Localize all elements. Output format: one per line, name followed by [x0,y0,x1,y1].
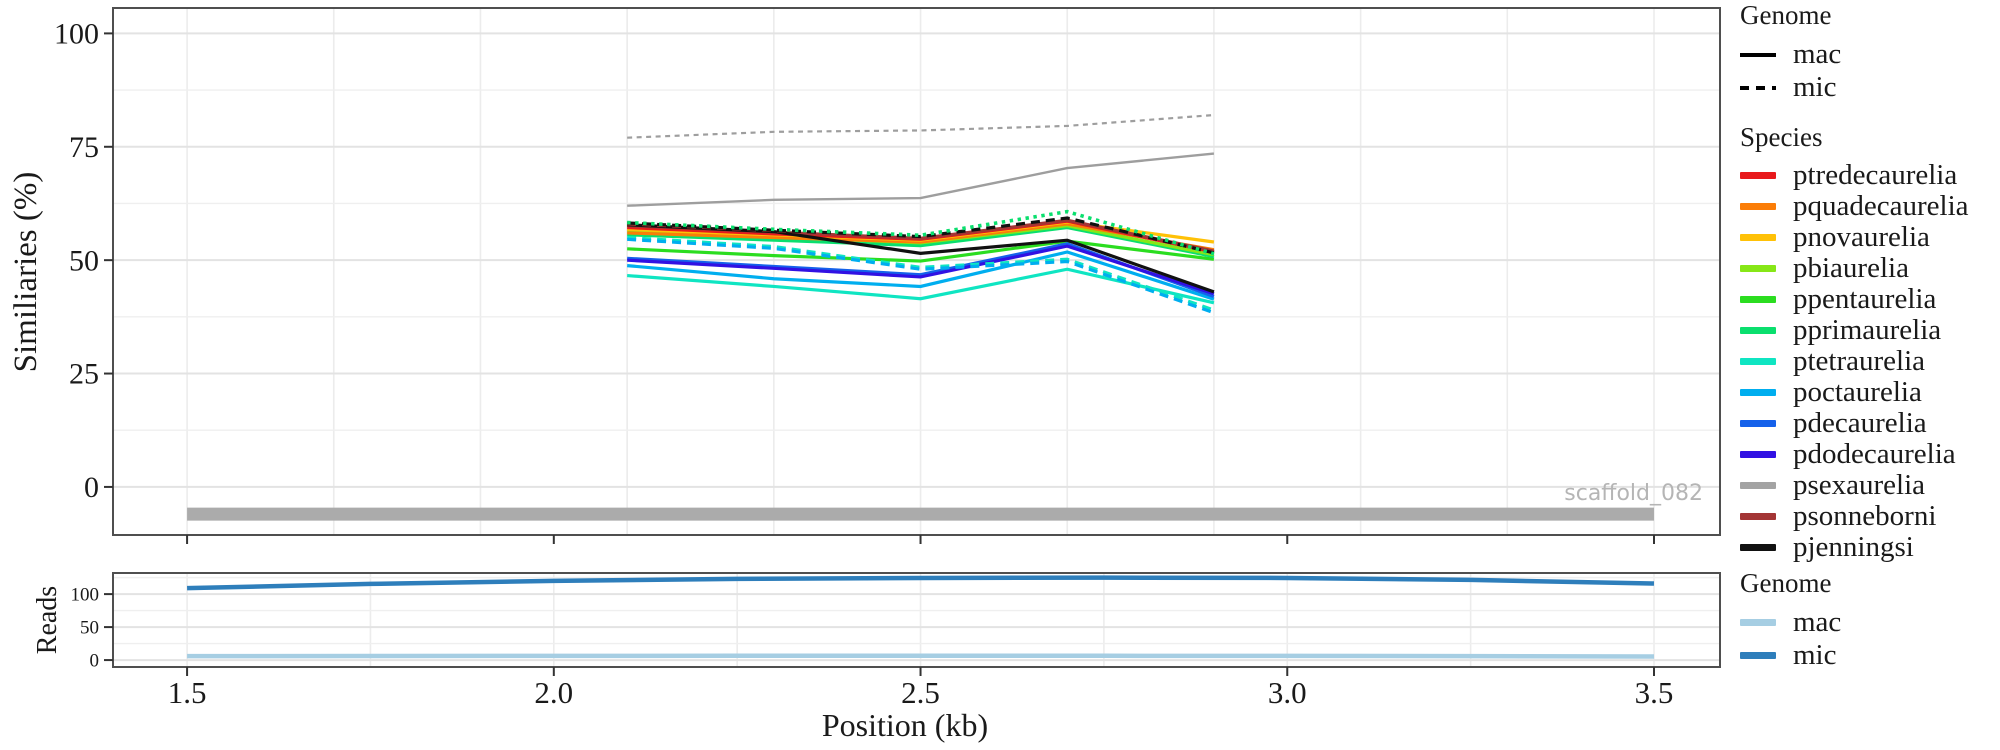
color-swatch-icon [1740,652,1776,659]
color-swatch-icon [1740,389,1776,396]
series-poctaurelia-mac [627,250,1215,301]
legend-item-ptredecaurelia: ptredecaurelia [1740,160,1998,191]
legend-item-label: psonneborni [1793,500,1937,532]
legend-genome-reads-title: Genome [1740,568,1832,598]
legend-species-items: ptredecaurelia pquadecaurelia pnovaurelia p… [1740,160,1998,563]
color-swatch-icon [1740,619,1776,626]
legend-item-label: mac [1793,38,1842,70]
series-ptetraurelia-mic [627,235,1215,312]
legend-item-psexaurelia: psexaurelia [1740,470,1998,501]
legend-item-mic: mic [1740,71,1998,104]
series-ppentaurelia-mac [627,239,1215,263]
panel-border [112,572,1721,668]
color-swatch-icon [1740,482,1776,489]
legend-item-pdecaurelia: pdecaurelia [1740,408,1998,439]
y-tick-label: 25 [69,358,99,391]
color-swatch-icon [1740,327,1776,334]
x-tick-label: 2.0 [534,675,573,710]
legend-item-psonneborni: psonneborni [1740,501,1998,532]
color-swatch-icon [1740,172,1776,179]
legend-item-label: pjenningsi [1793,531,1914,563]
legend-item-label: poctaurelia [1793,376,1922,408]
color-swatch-icon [1740,358,1776,365]
legend-item-ppentaurelia: ppentaurelia [1740,284,1998,315]
legend-item-pdodecaurelia: pdodecaurelia [1740,439,1998,470]
legend-item-pquadecaurelia: pquadecaurelia [1740,191,1998,222]
legend-species-title: Species [1740,122,1823,152]
legend-genome-reads-items: mac mic [1740,606,1998,672]
series-pprimaurelia-mic [627,209,1215,256]
legend-genome-lines-title: Genome [1740,0,1832,30]
y-tick-label: 100 [71,585,100,606]
legend-item-label: ptetraurelia [1793,345,1926,377]
legend-item-mac: mac [1740,38,1998,71]
series-poctaurelia-mic [627,237,1215,315]
legend-item-label: pdodecaurelia [1793,438,1956,470]
x-axis-label: Position (kb) [822,707,988,743]
legend-item-label: pprimaurelia [1793,314,1942,346]
series-psexaurelia-mic [627,113,1214,139]
y-tick-label: 0 [90,651,100,672]
legend-item-label: mac [1793,606,1842,638]
legend-genome-lines-items: mac mic [1740,38,1998,104]
legend-item-label: ptredecaurelia [1793,159,1958,191]
legend-item-label: psexaurelia [1793,469,1926,501]
legend-item-label: pdecaurelia [1793,407,1927,439]
color-swatch-icon [1740,296,1776,303]
series-ptetraurelia-mac [627,267,1215,305]
y-tick-label: 50 [69,244,99,277]
legend-item-label: pnovaurelia [1793,221,1930,253]
series-pprimaurelia-mac [627,225,1215,259]
series-mic-mic [187,575,1655,591]
y-tick-label: 0 [84,471,99,504]
y-tick-label: 75 [69,131,99,164]
scaffold-label: scaffold_082 [1564,481,1703,506]
x-tick-label: 1.5 [168,675,207,710]
y-tick-label: 100 [54,18,99,51]
legend-item-mac: mac [1740,606,1998,639]
y-tick-label: 50 [80,618,99,639]
x-tick-label: 2.5 [901,675,940,710]
legend-item-label: mic [1793,71,1837,103]
legend-species: Species ptredecaurelia pquadecaurelia pnov… [1740,122,1998,563]
color-swatch-icon [1740,544,1776,551]
color-swatch-icon [1740,420,1776,427]
legend-item-mic: mic [1740,639,1998,672]
color-swatch-icon [1740,203,1776,210]
legend-item-poctaurelia: poctaurelia [1740,377,1998,408]
legend-item-pbiaurelia: pbiaurelia [1740,253,1998,284]
color-swatch-icon [1740,234,1776,241]
color-swatch-icon [1740,451,1776,458]
legend-genome-reads: Genome mac mic [1740,568,1998,672]
panel-border [112,7,1721,536]
x-tick-label: 3.5 [1635,675,1674,710]
legend-item-label: pbiaurelia [1793,252,1909,284]
main-y-axis-label: Similiaries (%) [8,172,44,373]
legend-item-label: mic [1793,639,1837,671]
legend-item-label: ppentaurelia [1793,283,1937,315]
legend-item-pprimaurelia: pprimaurelia [1740,315,1998,346]
legend-item-label: pquadecaurelia [1793,190,1969,222]
reads-y-axis-label: Reads [32,586,63,654]
series-pdodecaurelia-mac [627,244,1215,296]
dashed-line-key-icon [1740,85,1776,90]
color-swatch-icon [1740,513,1776,520]
legend-item-ptetraurelia: ptetraurelia [1740,346,1998,377]
legend-item-pjenningsi: pjenningsi [1740,532,1998,563]
x-tick-label: 3.0 [1268,675,1307,710]
color-swatch-icon [1740,265,1776,272]
legend-item-pnovaurelia: pnovaurelia [1740,222,1998,253]
legend-genome-lines: Genome mac mic [1740,0,1998,104]
solid-line-key-icon [1740,52,1776,57]
series-psexaurelia-mac [627,152,1215,207]
series-mac-mac [187,653,1654,659]
